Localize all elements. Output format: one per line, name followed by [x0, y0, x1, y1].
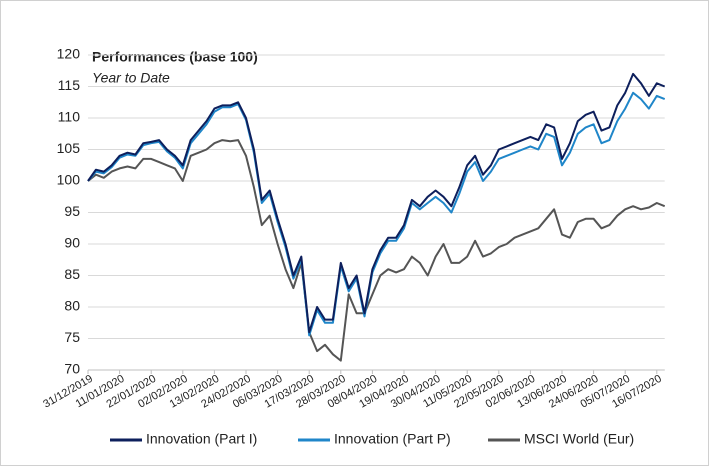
chart-subtitle: Year to Date [92, 70, 170, 86]
y-tick-label: 70 [64, 361, 80, 377]
y-tick-label: 100 [57, 172, 81, 188]
y-tick-label: 75 [64, 329, 80, 345]
y-tick-label: 120 [57, 46, 81, 62]
y-tick-label: 115 [58, 77, 81, 93]
legend-label: Innovation (Part P) [334, 431, 451, 447]
y-tick-label: 85 [64, 266, 80, 282]
y-tick-label: 90 [64, 235, 80, 251]
y-tick-label: 95 [64, 203, 80, 219]
y-tick-label: 110 [58, 109, 81, 125]
y-tick-label: 80 [64, 298, 80, 314]
series-line [87, 139, 666, 362]
legend-label: MSCI World (Eur) [524, 431, 634, 447]
series-line [87, 72, 666, 334]
legend-label: Innovation (Part I) [146, 431, 257, 447]
y-tick-label: 105 [57, 140, 81, 156]
chart-title: Performances (base 100) [92, 49, 258, 65]
